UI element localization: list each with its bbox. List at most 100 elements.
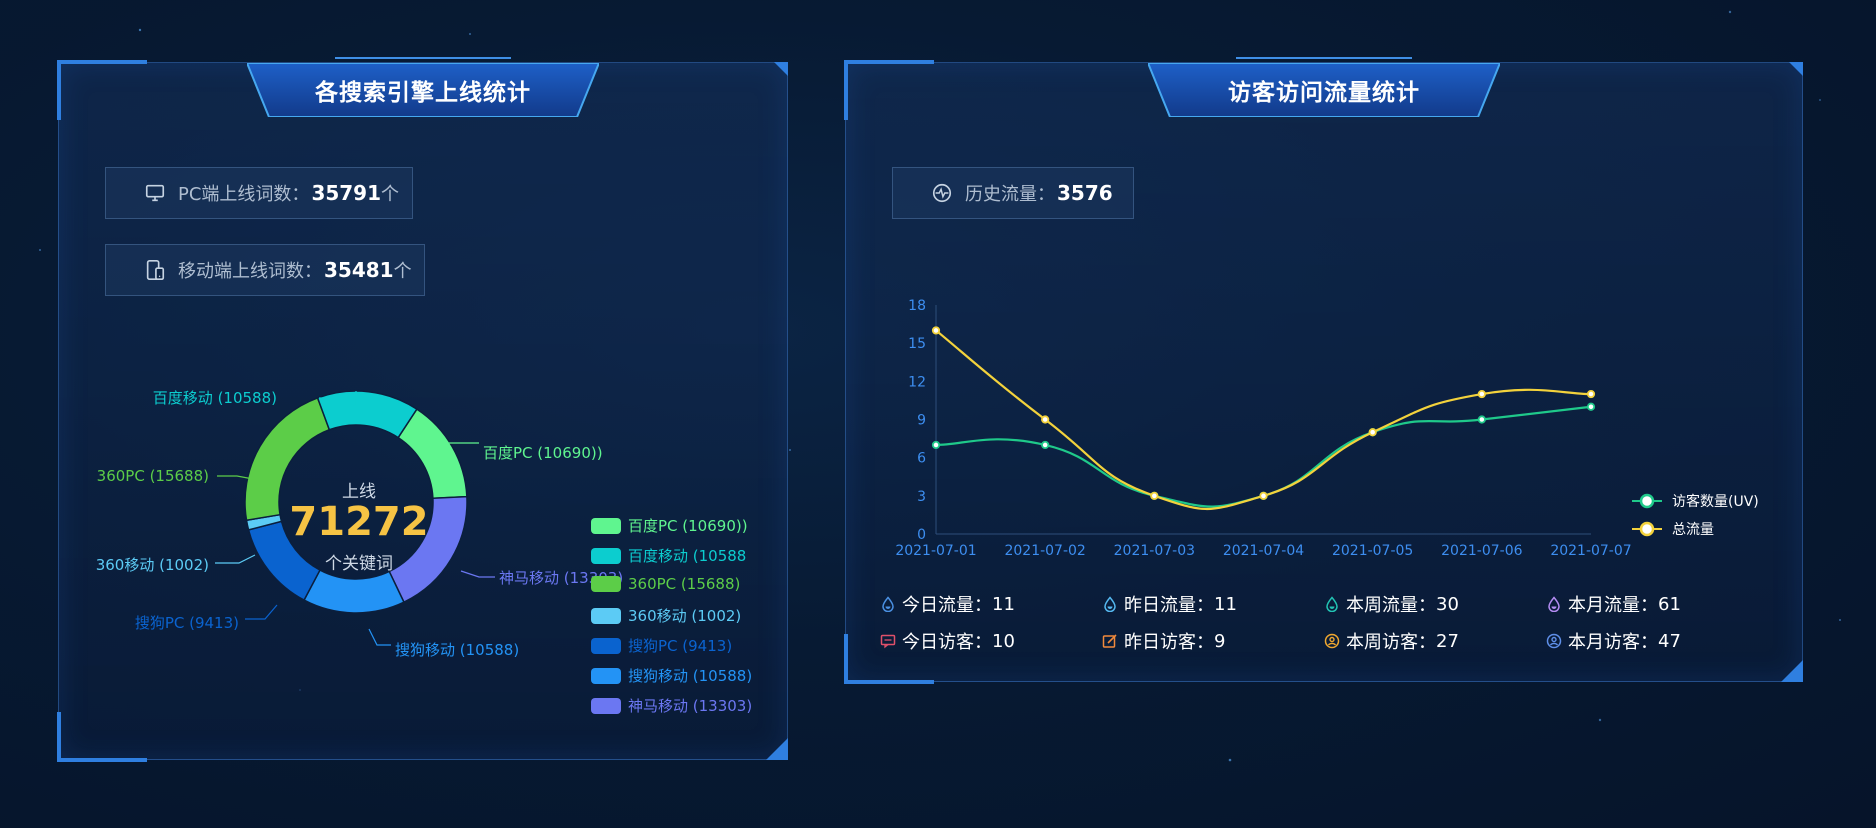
drop-icon	[1104, 596, 1116, 612]
y-tick-label: 12	[908, 374, 926, 390]
legend-swatch	[591, 667, 621, 684]
legend-label: 搜狗移动 (10588)	[628, 667, 753, 685]
donut-chart: 百度移动 (10588) 百度PC (10690)) 360PC (15688) 36…	[96, 389, 623, 659]
series-line	[935, 405, 1592, 508]
kpi-item: 昨日访客： 9	[1102, 628, 1225, 654]
data-point[interactable]	[1150, 491, 1159, 500]
callout-label: 搜狗移动 (10588)	[395, 641, 519, 659]
x-tick-label: 2021-07-04	[1223, 543, 1304, 559]
pc-label: PC端上线词数：	[178, 184, 310, 205]
data-point[interactable]	[1477, 389, 1486, 399]
y-tick-label: 0	[917, 527, 926, 543]
legend-label: 百度PC (10690))	[628, 517, 748, 535]
callout-line	[424, 442, 479, 456]
legend-swatch	[591, 517, 621, 534]
kpi-label: 今日流量：	[902, 595, 992, 616]
donut-slice[interactable]	[303, 569, 405, 614]
kpi-label: 今日访客：	[902, 632, 992, 653]
kpi-label: 本月访客：	[1568, 632, 1658, 653]
kpi-value: 27	[1436, 630, 1459, 652]
kpi-value: 10	[992, 630, 1015, 652]
legend-item[interactable]: 搜狗PC (9413)	[591, 635, 732, 656]
data-point[interactable]	[1586, 389, 1596, 399]
visitor-traffic-panel: 访客访问流量统计 历史流量： 3576 0 3 6 9 12 15 18 2021-07-01 2…	[844, 57, 1803, 684]
drop-icon	[1548, 596, 1560, 612]
callout-line	[368, 628, 391, 646]
corner-accent	[766, 738, 788, 760]
kpi-item: 今日流量： 11	[880, 591, 1015, 617]
data-point[interactable]	[1368, 428, 1377, 437]
kpi-item: 今日访客： 10	[880, 628, 1015, 654]
legend-item[interactable]: 神马移动 (13303)	[591, 695, 752, 716]
callout-label: 百度移动 (10588)	[153, 389, 277, 407]
data-point[interactable]	[1477, 415, 1486, 424]
x-tick-label: 2021-07-03	[1114, 543, 1195, 559]
legend-label: 访客数量(UV)	[1672, 493, 1759, 510]
kpi-label: 昨日访客：	[1124, 632, 1214, 653]
mobile-label: 移动端上线词数：	[178, 261, 322, 282]
data-point[interactable]	[1259, 491, 1268, 500]
data-point[interactable]	[1041, 440, 1050, 450]
callout-label: 百度PC (10690))	[483, 444, 603, 462]
data-point[interactable]	[1586, 402, 1596, 411]
y-tick-label: 6	[917, 451, 926, 467]
legend-swatch	[591, 637, 621, 654]
callout-label: 搜狗PC (9413)	[135, 614, 239, 632]
kpi-label: 昨日流量：	[1124, 595, 1214, 616]
corner-accent	[1781, 660, 1803, 682]
kpi-value: 61	[1658, 593, 1681, 615]
kpi-item: 本周流量： 30	[1324, 591, 1459, 617]
data-point[interactable]	[931, 326, 941, 335]
legend-swatch	[591, 697, 621, 714]
drop-icon	[1326, 596, 1338, 612]
kpi-item: 本月访客： 47	[1546, 628, 1681, 654]
legend-label: 神马移动 (13303)	[628, 697, 753, 715]
history-label: 历史流量：	[965, 184, 1055, 205]
callout-label: 360PC (15688)	[97, 467, 209, 485]
legend-marker[interactable]	[1639, 521, 1655, 537]
kpi-label: 本周流量：	[1346, 595, 1436, 616]
edit-icon	[1102, 634, 1117, 648]
callout-line	[460, 570, 495, 578]
history-value: 3576	[1057, 181, 1113, 205]
donut-slice[interactable]	[316, 390, 418, 439]
kpi-item: 本周访客： 27	[1324, 628, 1459, 654]
data-point[interactable]	[1041, 415, 1050, 424]
pulse-icon	[932, 183, 952, 203]
callout-line	[319, 391, 357, 405]
user-circle-icon	[1324, 633, 1340, 649]
legend-label: 360PC (15688)	[628, 575, 741, 593]
legend-item[interactable]: 360移动 (1002)	[591, 605, 741, 626]
legend-swatch	[591, 607, 621, 624]
donut-center-bottom: 个关键词	[325, 554, 393, 574]
legend-item[interactable]: 百度移动 (10588	[591, 545, 746, 566]
kpi-value: 47	[1658, 630, 1681, 652]
panel-title: 各搜索引擎上线统计	[247, 63, 599, 117]
pc-value: 35791	[311, 181, 382, 205]
legend-item[interactable]: 百度PC (10690))	[591, 515, 748, 536]
legend-item[interactable]: 搜狗移动 (10588)	[591, 665, 752, 686]
legend-label: 总流量	[1672, 522, 1714, 538]
corner-accent	[1789, 62, 1803, 76]
corner-accent	[774, 62, 788, 76]
donut-center-top: 上线	[342, 482, 376, 502]
y-tick-label: 15	[908, 336, 926, 352]
panel-title: 访客访问流量统计	[1148, 63, 1500, 117]
data-point[interactable]	[931, 440, 941, 450]
legend-label: 搜狗PC (9413)	[628, 637, 733, 655]
donut-center-total: 71272	[289, 499, 429, 545]
pc-word-count: PC端上线词数： 35791 个	[105, 167, 413, 219]
x-tick-label: 2021-07-06	[1441, 543, 1522, 559]
legend-item[interactable]: 360PC (15688)	[591, 575, 740, 593]
callout-line	[245, 604, 278, 620]
x-tick-label: 2021-07-05	[1332, 543, 1413, 559]
series-line	[935, 329, 1592, 511]
line-chart: 0 3 6 9 12 15 18 2021-07-01 2021-07-02 2021-07-03…	[895, 298, 1759, 559]
pc-unit: 个	[381, 184, 400, 205]
legend-marker[interactable]	[1639, 493, 1655, 509]
mobile-word-count: 移动端上线词数： 35481 个	[105, 244, 425, 296]
monitor-icon	[145, 184, 165, 202]
legend-swatch	[591, 576, 621, 592]
user-icon	[1546, 633, 1562, 649]
history-traffic: 历史流量： 3576	[892, 167, 1134, 219]
